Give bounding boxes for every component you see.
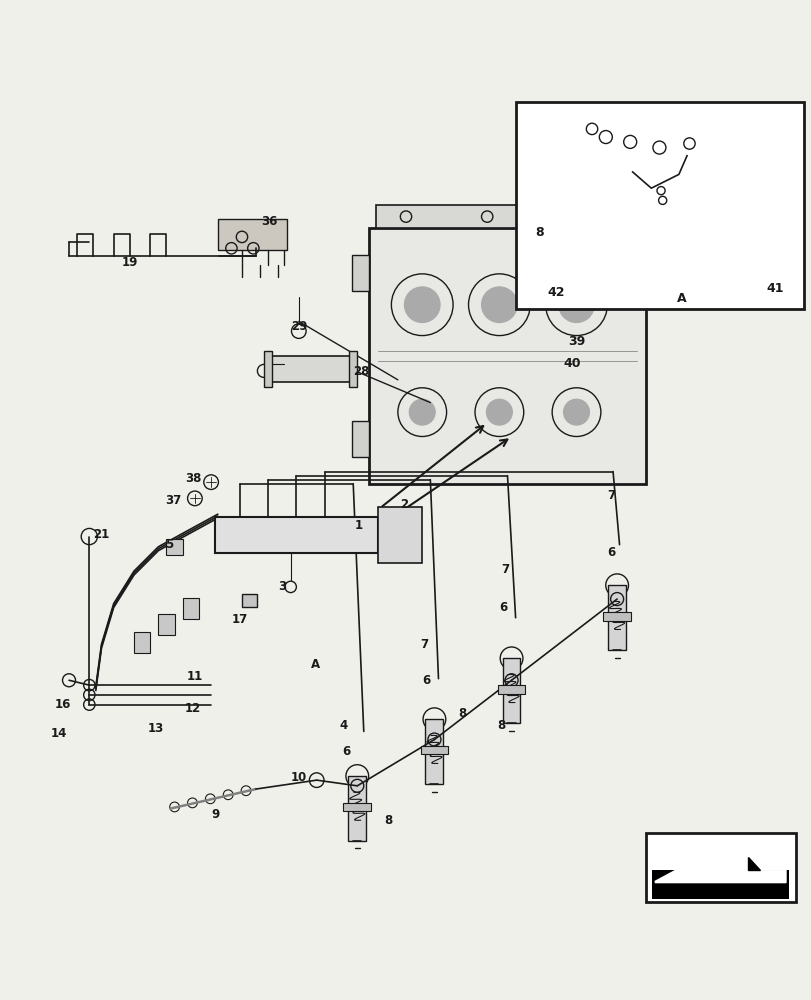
Text: 36: 36	[261, 215, 277, 228]
Text: 10: 10	[290, 771, 307, 784]
Text: 29: 29	[290, 320, 307, 333]
Bar	[343, 803, 371, 811]
Text: 14: 14	[50, 727, 67, 740]
Text: 40: 40	[563, 357, 581, 370]
Text: 7: 7	[607, 489, 615, 502]
Bar	[215, 517, 377, 553]
Bar	[134, 632, 150, 653]
Bar	[502, 658, 520, 723]
Circle shape	[409, 399, 435, 425]
Text: 38: 38	[185, 472, 201, 485]
Text: 6: 6	[422, 674, 430, 687]
Bar	[349, 351, 357, 387]
Text: 1: 1	[354, 519, 363, 532]
Text: 8: 8	[535, 226, 543, 239]
Bar	[182, 598, 199, 619]
Text: 13: 13	[148, 722, 164, 735]
Bar	[607, 585, 625, 650]
Text: 8: 8	[458, 707, 466, 720]
Text: 41: 41	[766, 282, 783, 295]
Bar	[369, 228, 645, 484]
Text: 5: 5	[165, 538, 173, 551]
Text: 39: 39	[567, 335, 585, 348]
Text: 16: 16	[55, 698, 71, 711]
Bar	[351, 421, 369, 457]
Text: 7: 7	[420, 638, 428, 651]
Polygon shape	[654, 850, 785, 883]
Bar	[264, 351, 272, 387]
Text: 3: 3	[278, 580, 286, 593]
Bar	[166, 539, 182, 555]
Text: 37: 37	[165, 493, 181, 506]
Text: 6: 6	[499, 601, 507, 614]
Text: 7: 7	[500, 563, 508, 576]
Bar	[375, 205, 638, 228]
Text: 12: 12	[185, 702, 201, 715]
Bar	[515, 102, 803, 309]
Text: 21: 21	[93, 528, 109, 541]
Bar	[497, 685, 525, 694]
Bar	[242, 594, 256, 607]
Circle shape	[563, 399, 589, 425]
Bar	[158, 614, 174, 635]
Circle shape	[558, 287, 594, 323]
Circle shape	[404, 287, 440, 323]
Text: 8: 8	[384, 814, 392, 827]
Bar	[645, 833, 795, 902]
Polygon shape	[747, 857, 759, 870]
Bar	[377, 507, 422, 563]
Bar	[651, 870, 788, 899]
Text: 6: 6	[341, 745, 350, 758]
Text: 6: 6	[607, 546, 615, 559]
Text: A: A	[310, 658, 320, 671]
Bar	[217, 219, 286, 250]
Text: 28: 28	[353, 365, 369, 378]
Text: 42: 42	[547, 286, 564, 299]
Circle shape	[486, 399, 512, 425]
Bar	[603, 612, 630, 621]
Text: A: A	[676, 292, 686, 305]
Text: 9: 9	[211, 808, 219, 821]
Text: 11: 11	[187, 670, 203, 683]
Bar	[351, 255, 369, 291]
Text: 8: 8	[497, 719, 505, 732]
Text: 2: 2	[400, 498, 408, 511]
Bar	[425, 719, 443, 784]
Circle shape	[481, 287, 517, 323]
Bar	[348, 776, 366, 841]
Text: 4: 4	[339, 719, 347, 732]
Bar	[420, 746, 448, 754]
Text: 17: 17	[231, 613, 247, 626]
Bar	[268, 356, 353, 382]
Text: 19: 19	[122, 256, 138, 269]
